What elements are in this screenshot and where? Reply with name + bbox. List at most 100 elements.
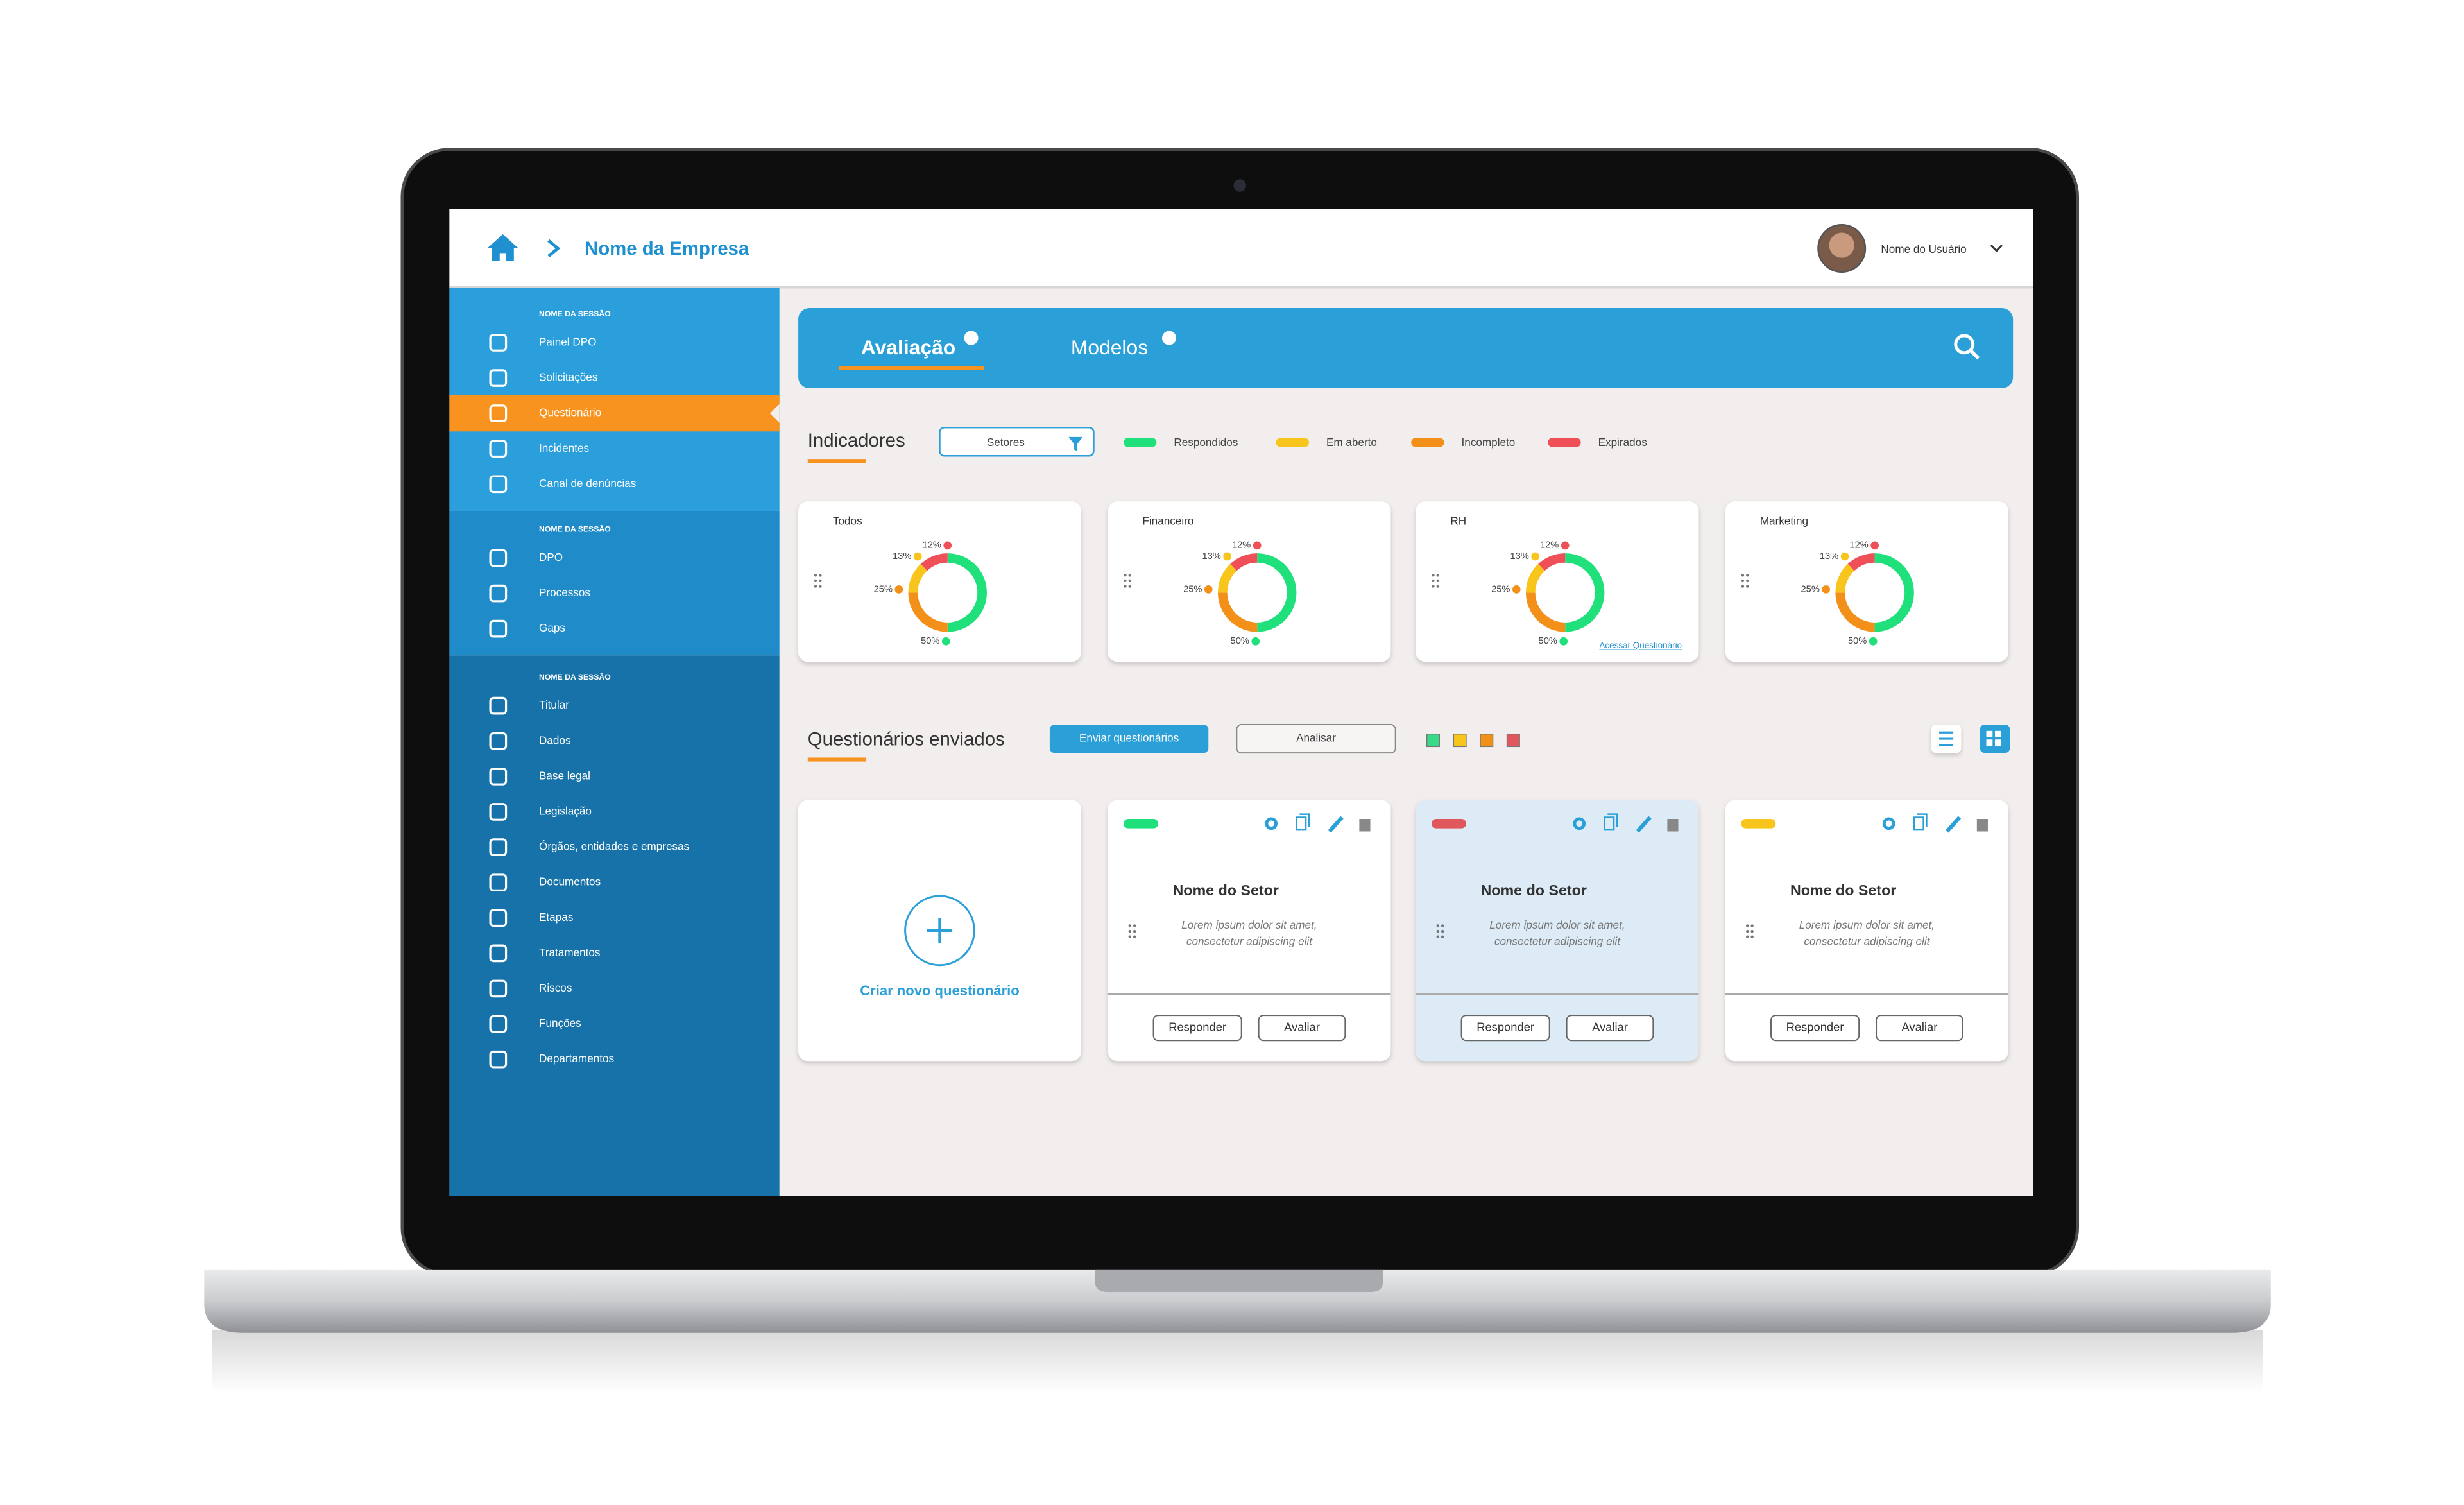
drag-handle: [1436, 579, 1440, 583]
menu-item[interactable]: Incidentes: [539, 442, 589, 454]
status-filter[interactable]: [1506, 733, 1520, 748]
notch: [1095, 1269, 1383, 1293]
card-label: Todos: [833, 515, 862, 528]
menu-item[interactable]: Solicitações: [539, 371, 597, 384]
view-icon[interactable]: [1265, 817, 1278, 830]
section-title: Indicadores: [808, 430, 905, 451]
status-filter[interactable]: [1453, 733, 1467, 748]
indicator-card: [798, 501, 1081, 662]
menu-item[interactable]: Canal de denúncias: [539, 477, 636, 490]
user-menu-chevron[interactable]: [1990, 244, 2003, 252]
menu-item[interactable]: Riscos: [539, 981, 572, 994]
tab[interactable]: Avaliação: [861, 336, 955, 359]
delete-icon[interactable]: [1667, 818, 1679, 832]
card-title: Nome do Setor: [1173, 882, 1279, 899]
menu-item[interactable]: DPO: [539, 551, 563, 563]
company-name[interactable]: Nome da Empresa: [585, 238, 749, 259]
search-icon[interactable]: [1954, 334, 1975, 355]
drag-handle: [814, 585, 817, 588]
action-button[interactable]: [1460, 1015, 1550, 1042]
delete-icon[interactable]: [1976, 818, 1988, 832]
action-button[interactable]: [1770, 1015, 1860, 1042]
section-label: NOME DA SESSÃO: [539, 524, 611, 534]
menu-item[interactable]: Documentos: [539, 875, 601, 888]
donut-segment: [1525, 563, 1545, 593]
drag-handle: [1124, 579, 1127, 583]
drag-handle: [1432, 585, 1435, 588]
value-label: 50%: [1848, 636, 1867, 646]
title-underline: [807, 757, 866, 762]
menu-icon: [489, 873, 508, 891]
label-dot: [941, 637, 950, 646]
user-name[interactable]: Nome do Usuário: [1881, 243, 1966, 255]
menu-item[interactable]: Processos: [539, 586, 590, 599]
menu-item[interactable]: Departamentos: [539, 1052, 614, 1065]
menu-icon: [489, 944, 508, 963]
value-label: 12%: [923, 540, 941, 551]
copy-icon[interactable]: [1913, 813, 1928, 831]
value-label: 25%: [1491, 584, 1510, 594]
app: Nome da Empresa Nome do Usuário NOME DA SE…: [449, 209, 2033, 1196]
secondary-button[interactable]: [1236, 724, 1396, 754]
menu-item[interactable]: Gaps: [539, 621, 565, 634]
menu-item[interactable]: Funções: [539, 1017, 581, 1029]
title-underline: [807, 459, 866, 463]
action-button[interactable]: [1152, 1015, 1242, 1042]
drag-handle: [819, 574, 822, 577]
label-dot: [1531, 552, 1540, 561]
menu-item[interactable]: Legislação: [539, 804, 592, 817]
legend-swatch: [1411, 438, 1444, 447]
value-label: 50%: [1231, 636, 1249, 646]
home-icon[interactable]: [487, 234, 519, 261]
label-dot: [1822, 585, 1831, 594]
tab-bar: [798, 308, 2014, 388]
menu-icon: [489, 803, 508, 821]
drag-handle: [1436, 935, 1440, 938]
menu-item[interactable]: Base legal: [539, 769, 590, 782]
drag-handle: [1746, 579, 1749, 583]
view-icon[interactable]: [1882, 817, 1895, 830]
indicator-card: [1108, 501, 1391, 662]
status-filter[interactable]: [1480, 733, 1494, 748]
action-label: Avaliar: [1284, 1020, 1320, 1034]
card-label: RH: [1450, 515, 1466, 528]
status-pill: [1124, 818, 1158, 829]
card-label: Marketing: [1760, 515, 1808, 528]
copy-icon[interactable]: [1604, 813, 1618, 831]
drag-handle: [1432, 574, 1435, 577]
edit-icon[interactable]: [1328, 816, 1344, 833]
filter-box[interactable]: [939, 426, 1095, 457]
delete-icon[interactable]: [1359, 818, 1371, 832]
edit-icon[interactable]: [1945, 816, 1962, 833]
grid-view-button[interactable]: [1980, 725, 2010, 753]
menu-item[interactable]: Tratamentos: [539, 946, 601, 959]
view-icon[interactable]: [1573, 817, 1586, 830]
tab[interactable]: Modelos: [1071, 336, 1148, 359]
filter-icon: [1068, 436, 1083, 451]
menu-item[interactable]: Etapas: [539, 911, 573, 924]
create-label[interactable]: Criar novo questionário: [860, 983, 1020, 999]
menu-item[interactable]: Titular: [539, 698, 569, 711]
drag-handle: [1133, 935, 1136, 938]
status-filter[interactable]: [1426, 733, 1440, 748]
drag-handle: [1436, 924, 1440, 927]
legend-label: Expirados: [1598, 436, 1647, 449]
legend-swatch: [1124, 438, 1157, 447]
action-button[interactable]: [1258, 1015, 1346, 1042]
card-link[interactable]: Acessar Questionário: [1599, 641, 1682, 650]
drag-handle: [1124, 585, 1127, 588]
donut-segment: [908, 592, 948, 632]
primary-button[interactable]: [1049, 725, 1209, 753]
menu-item[interactable]: Questionário: [539, 406, 601, 419]
edit-icon[interactable]: [1636, 816, 1652, 833]
action-button[interactable]: [1566, 1015, 1654, 1042]
copy-icon[interactable]: [1296, 813, 1310, 831]
grid-icon: [1986, 730, 2001, 746]
card-label: Financeiro: [1142, 515, 1194, 528]
drag-handle: [1128, 924, 1132, 927]
action-button[interactable]: [1876, 1015, 1964, 1042]
menu-item[interactable]: Dados: [539, 734, 571, 746]
menu-item[interactable]: Órgãos, entidades e empresas: [539, 840, 689, 853]
value-label: 50%: [921, 636, 939, 646]
menu-item[interactable]: Painel DPO: [539, 335, 596, 348]
